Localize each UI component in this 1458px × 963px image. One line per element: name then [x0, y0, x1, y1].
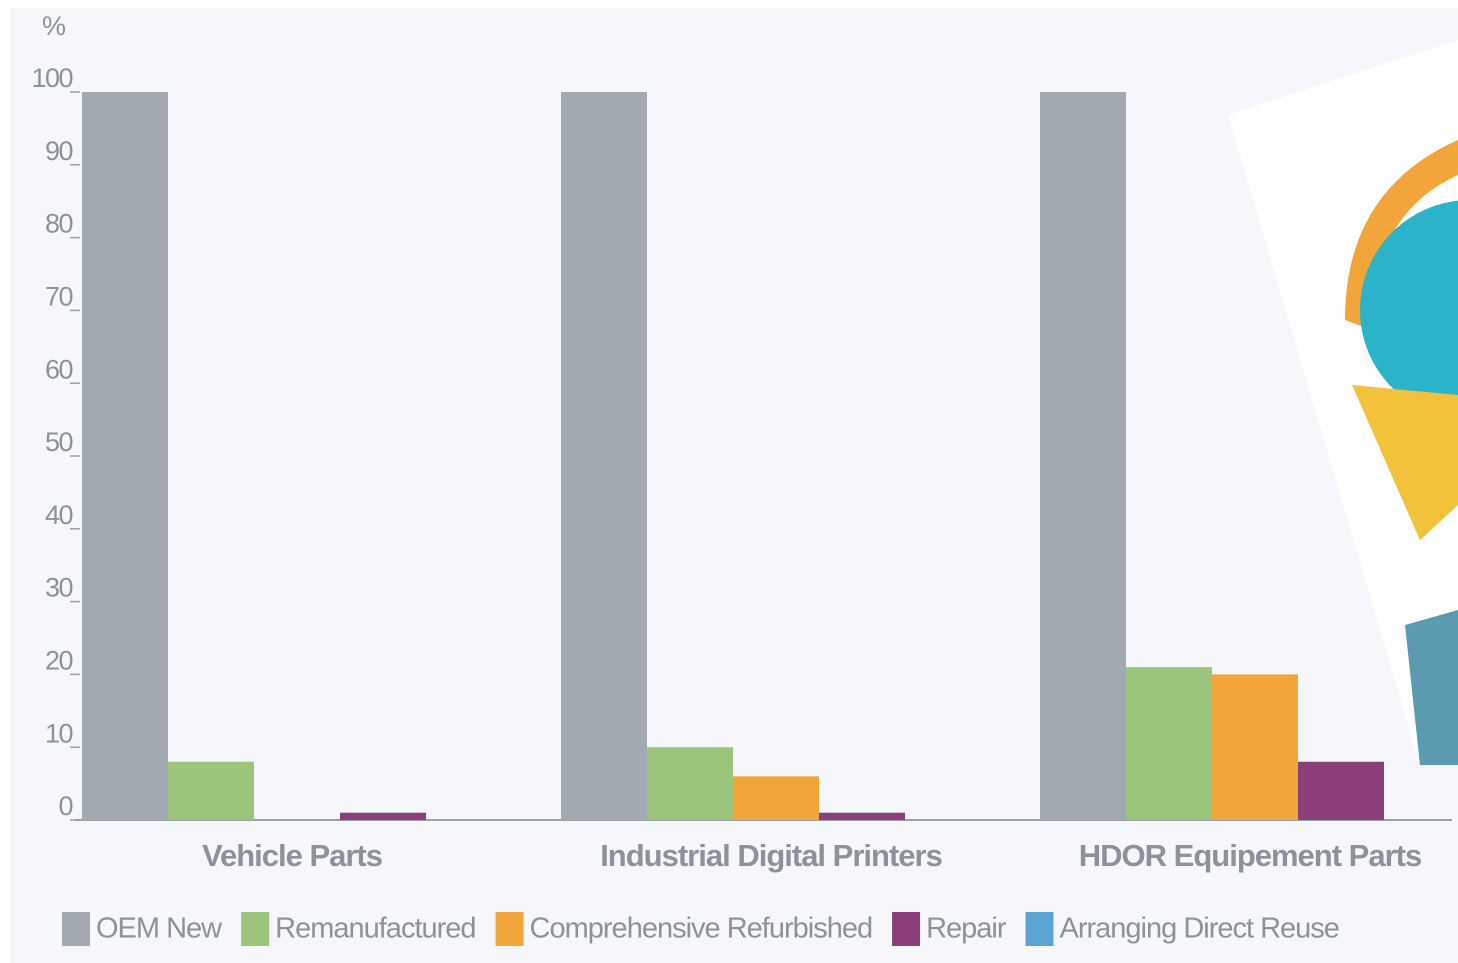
- bar: [340, 812, 426, 820]
- legend-swatch: [62, 912, 90, 946]
- bar: [819, 812, 905, 820]
- legend-label: Remanufactured: [275, 913, 475, 945]
- y-tick-label: 80: [45, 209, 73, 239]
- y-tick-label: 0: [58, 791, 72, 821]
- bar: [647, 747, 733, 820]
- legend-swatch: [892, 912, 921, 946]
- bar: [82, 92, 168, 820]
- y-tick-label: 70: [45, 282, 73, 312]
- y-tick-label: 20: [45, 646, 73, 676]
- legend-label: Arranging Direct Reuse: [1060, 913, 1339, 945]
- legend-swatch: [241, 912, 270, 946]
- legend-swatch: [495, 912, 524, 946]
- bar: [168, 761, 254, 820]
- legend-label: Comprehensive Refurbished: [530, 913, 873, 945]
- x-tick-label: Vehicle Parts: [202, 838, 382, 873]
- y-tick-label: 50: [45, 427, 73, 457]
- bar: [1298, 761, 1384, 820]
- bar: [561, 92, 647, 820]
- decorative-poster: [1228, 40, 1458, 765]
- y-axis-label: %: [42, 11, 66, 41]
- y-tick-label: 30: [45, 573, 73, 603]
- y-tick-label: 40: [45, 500, 73, 530]
- y-tick-label: 100: [31, 63, 72, 93]
- y-tick-label: 60: [45, 354, 73, 384]
- y-tick-label: 10: [45, 718, 73, 748]
- x-tick-label: HDOR Equipement Parts: [1079, 838, 1421, 873]
- bar: [1040, 92, 1126, 820]
- x-tick-label: Industrial Digital Printers: [600, 838, 942, 873]
- bar: [1212, 674, 1298, 820]
- legend-label: Repair: [926, 913, 1007, 945]
- legend-swatch: [1025, 912, 1054, 946]
- legend-label: OEM New: [96, 913, 223, 945]
- bar: [733, 776, 819, 820]
- bar: [1126, 667, 1212, 820]
- y-tick-label: 90: [45, 136, 73, 166]
